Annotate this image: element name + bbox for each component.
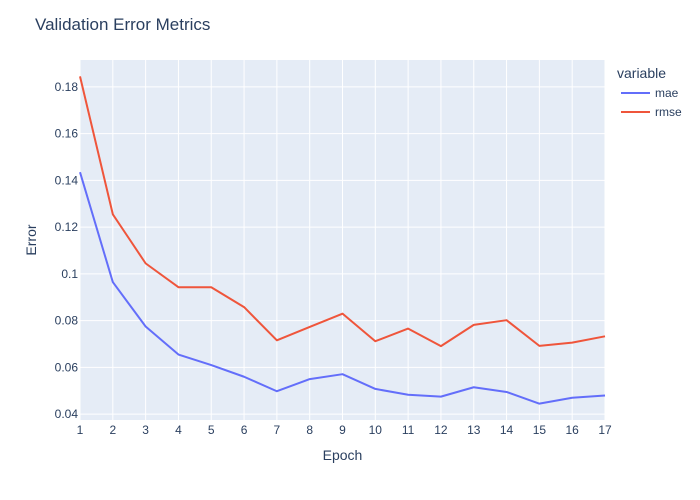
x-tick-label: 5 [208, 423, 215, 437]
legend-label: mae [655, 86, 679, 100]
x-tick-label: 12 [434, 423, 448, 437]
x-tick-label: 13 [467, 423, 481, 437]
chart-title: Validation Error Metrics [35, 15, 210, 34]
x-tick-label: 1 [77, 423, 84, 437]
x-tick-label: 6 [241, 423, 248, 437]
x-tick-label: 3 [142, 423, 149, 437]
series-line-mae [79, 171, 606, 405]
series-lines [79, 76, 606, 405]
x-tick-label: 7 [274, 423, 281, 437]
x-gridlines [79, 60, 606, 420]
y-tick-label: 0.14 [55, 173, 79, 187]
x-tick-label: 15 [533, 423, 547, 437]
x-tick-label: 11 [402, 423, 415, 437]
legend-item-mae[interactable]: mae [621, 86, 679, 100]
series-line-rmse [79, 76, 606, 348]
y-tick-label: 0.1 [61, 267, 78, 281]
y-tick-labels: 0.04 0.06 0.08 0.1 0.12 0.14 0.16 0.18 [55, 80, 79, 421]
y-gridlines [80, 86, 605, 415]
x-tick-label: 8 [306, 423, 313, 437]
x-tick-label: 4 [175, 423, 182, 437]
y-tick-label: 0.04 [55, 407, 79, 421]
y-tick-label: 0.12 [55, 220, 79, 234]
x-axis-label: Epoch [323, 447, 363, 463]
legend-item-rmse[interactable]: rmse [621, 105, 682, 119]
x-tick-label: 17 [598, 423, 612, 437]
x-tick-labels: 1 2 3 4 5 6 7 8 9 10 11 12 13 14 15 16 17 [77, 423, 612, 437]
x-tick-label: 9 [339, 423, 346, 437]
x-tick-label: 2 [109, 423, 116, 437]
y-axis-label: Error [23, 224, 39, 255]
y-tick-label: 0.18 [55, 80, 79, 94]
y-tick-label: 0.06 [55, 360, 79, 374]
x-tick-label: 16 [566, 423, 580, 437]
legend-title: variable [617, 65, 666, 81]
legend-label: rmse [655, 105, 682, 119]
y-tick-label: 0.08 [55, 314, 79, 328]
x-tick-label: 10 [369, 423, 383, 437]
x-tick-label: 14 [500, 423, 514, 437]
y-tick-label: 0.16 [55, 127, 79, 141]
legend: variable mae rmse [617, 65, 682, 119]
